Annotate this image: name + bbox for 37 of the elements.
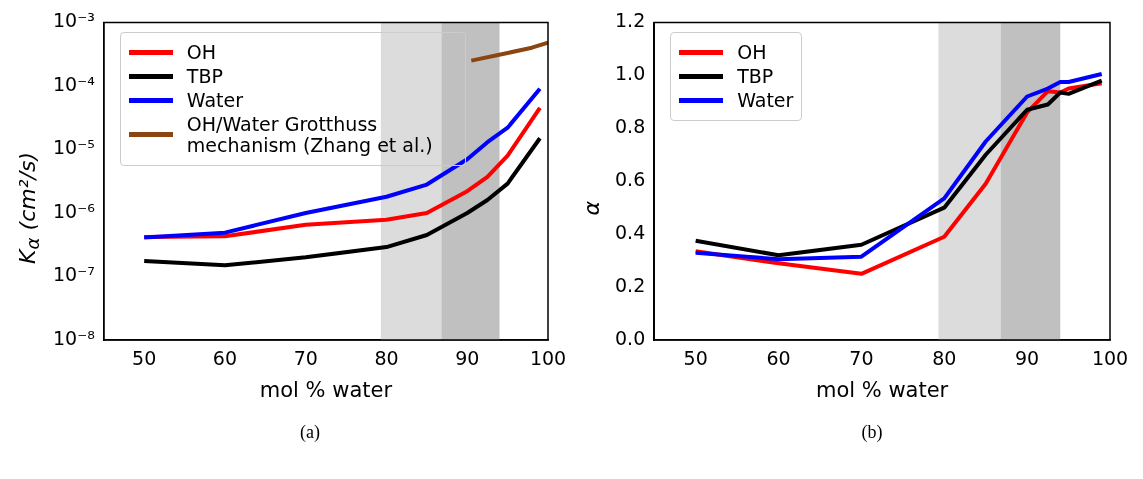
legend-label: OH/Water Grotthuss mechanism (Zhang et al.) (186, 113, 434, 156)
legend-label: TBP (737, 65, 774, 88)
y-tick-label: 1.2 (615, 9, 646, 32)
y-tick-label: 0.0 (615, 326, 646, 349)
legend-label: OH (737, 41, 767, 64)
x-tick-label: 50 (683, 347, 708, 370)
legend-label: Water (737, 89, 794, 112)
y-tick-label: 10⁻⁷ (52, 263, 95, 286)
x-tick-label: 80 (374, 347, 399, 370)
y-tick-label: 0.4 (615, 221, 646, 244)
x-tick-label: 60 (766, 347, 791, 370)
x-tick-label: 70 (293, 347, 318, 370)
y-axis-title: α (578, 200, 604, 216)
y-tick-label: 10⁻³ (52, 9, 95, 32)
x-tick-label: 60 (212, 347, 238, 370)
y-tick-label: 0.8 (615, 115, 646, 138)
text: (a) (299, 422, 321, 443)
y-tick-label: 10⁻⁴ (52, 72, 96, 95)
x-tick-label: 90 (455, 347, 480, 370)
y-tick-label: 10⁻⁵ (52, 136, 95, 159)
y-tick-label: 1.0 (615, 62, 646, 85)
legend-label: Water (186, 89, 243, 112)
legend-label: TBP (186, 65, 223, 88)
x-axis-title: mol % water (815, 377, 949, 402)
text: (b) (860, 422, 884, 443)
x-tick-label: 100 (1091, 347, 1129, 370)
y-tick-label: 10⁻⁶ (52, 199, 95, 222)
x-tick-label: 90 (1015, 347, 1040, 370)
legend-label: OH (186, 41, 217, 64)
y-tick-label: 0.2 (615, 274, 646, 296)
y-tick-label: 0.6 (615, 168, 646, 191)
x-tick-label: 100 (529, 347, 567, 370)
y-tick-label: 10⁻⁸ (52, 326, 95, 349)
x-tick-label: 70 (849, 347, 874, 370)
x-tick-label: 50 (132, 347, 157, 370)
x-tick-label: 80 (932, 347, 957, 370)
x-axis-title: mol % water (259, 377, 393, 402)
